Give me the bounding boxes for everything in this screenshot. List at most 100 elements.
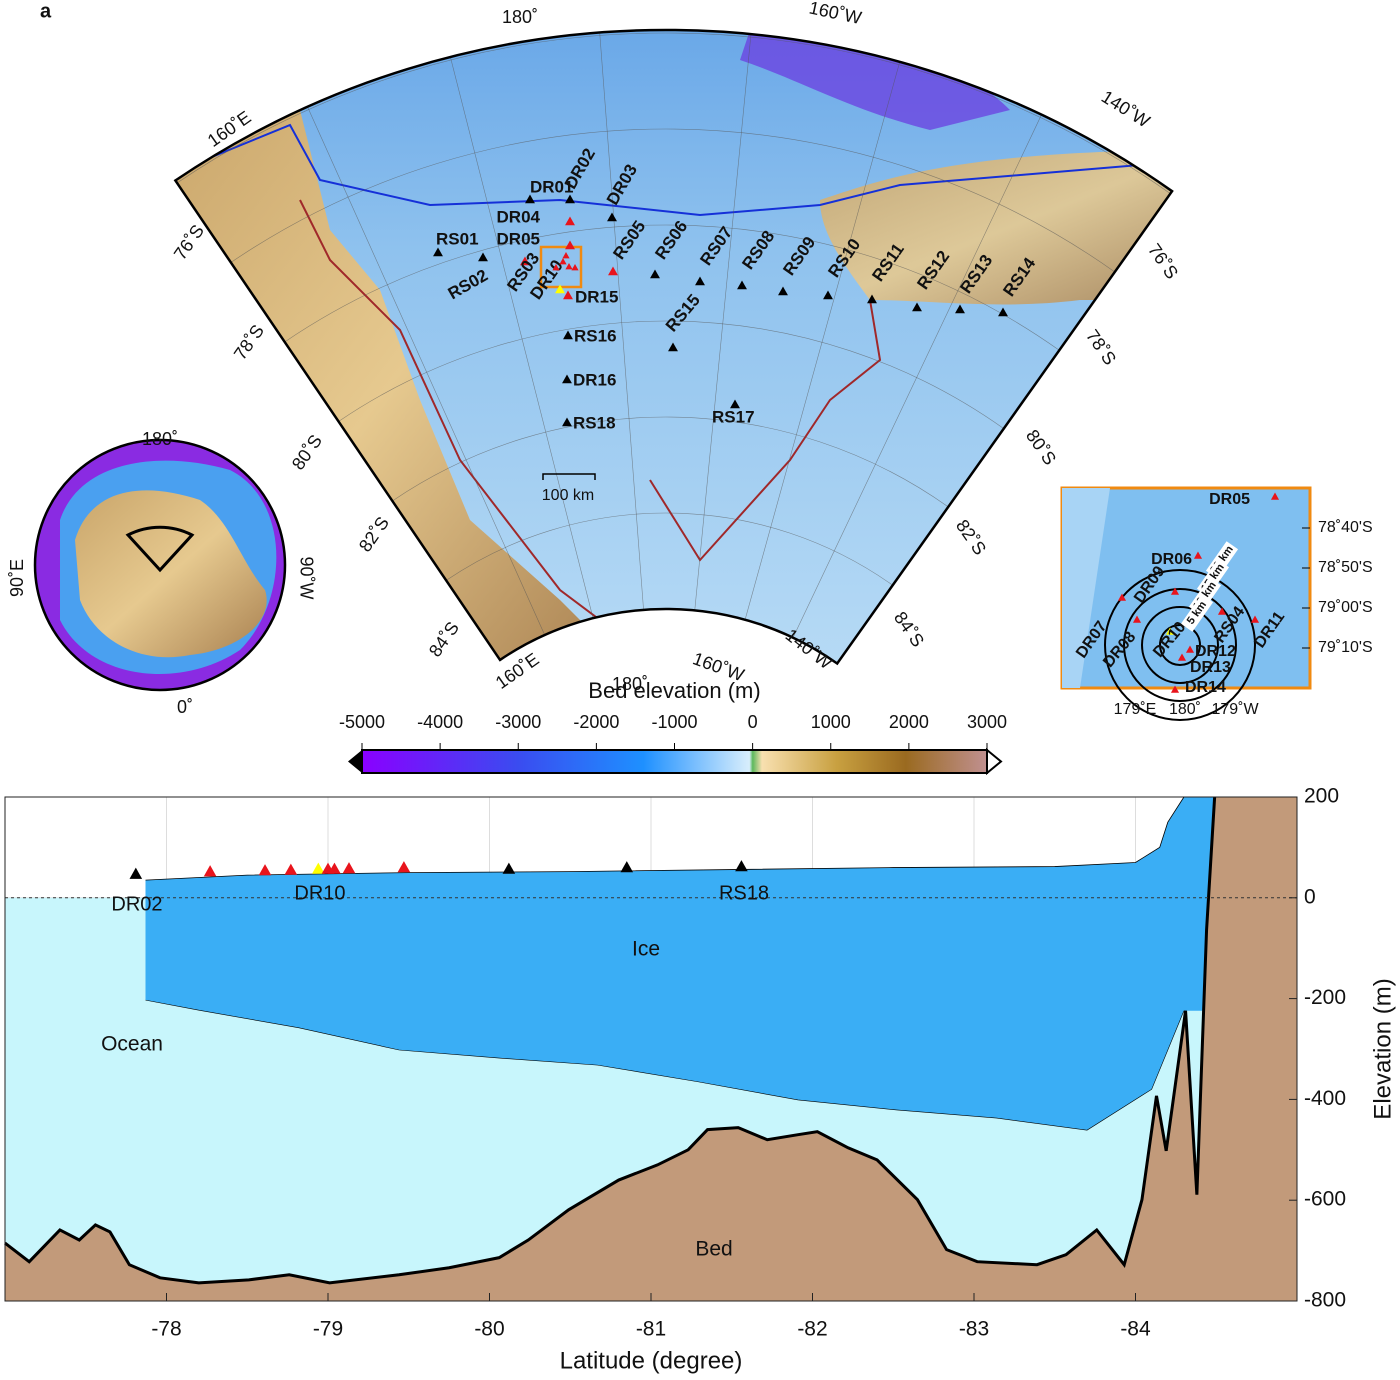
colorbar-tick-label: -3000 xyxy=(495,712,541,732)
colorbar-tick-label: -2000 xyxy=(573,712,619,732)
lat-label: 82˚S xyxy=(952,516,990,559)
zoom-marker xyxy=(1217,607,1227,615)
lon-label: 140˚W xyxy=(1098,86,1154,131)
profile-station xyxy=(129,867,143,879)
profile-station xyxy=(312,862,325,874)
colorbar-low xyxy=(348,750,362,773)
graticule xyxy=(284,224,1060,351)
lat-label: 76˚S xyxy=(170,221,208,264)
station-marker xyxy=(433,247,443,257)
zoom-station-label: DR06 xyxy=(1151,551,1192,568)
region-label: Ocean xyxy=(101,1033,163,1056)
zoom-lat-label: 79˚00'S xyxy=(1318,599,1373,616)
scale-bar xyxy=(542,473,596,480)
station-marker xyxy=(520,256,530,266)
range-ring xyxy=(1159,624,1201,666)
map-frame xyxy=(173,28,1174,666)
zoom-marker xyxy=(1117,593,1127,601)
zoom-marker xyxy=(1177,653,1187,661)
cluster-marker xyxy=(552,264,560,271)
graticule xyxy=(307,106,545,636)
zoom-station-label: DR05 xyxy=(1209,491,1250,508)
colorbar-tick-label: -5000 xyxy=(339,712,385,732)
station-label: DR15 xyxy=(575,287,618,306)
cluster-marker xyxy=(562,252,570,259)
colorbar-title: Bed elevation (m) xyxy=(588,678,760,703)
graticule xyxy=(392,416,949,508)
bed-line xyxy=(4,796,1217,1285)
x-tick-label: -78 xyxy=(151,1318,181,1341)
y-tick-label: -200 xyxy=(1304,986,1346,1009)
ice-surface-line xyxy=(145,796,1185,881)
x-tick-label: -79 xyxy=(313,1318,343,1341)
station-label: DR10 xyxy=(294,882,345,904)
lat-label: 80˚S xyxy=(288,431,326,474)
range-ring xyxy=(1104,569,1256,721)
globe-label: 180˚ xyxy=(142,429,178,449)
zoom-lat-label: 78˚50'S xyxy=(1318,559,1373,576)
globe-label: 90˚W xyxy=(296,556,316,599)
station-label: RS01 xyxy=(436,229,479,248)
station-marker xyxy=(607,212,617,222)
zoom-lon-label: 179˚E xyxy=(1114,701,1157,718)
lon-label: 160˚W xyxy=(807,0,863,28)
graticule xyxy=(230,128,1115,273)
graticule xyxy=(599,32,644,610)
colorbar-tick-label: -1000 xyxy=(651,712,697,732)
station-marker xyxy=(565,194,575,204)
station-marker xyxy=(565,240,575,250)
x-tick-label: -82 xyxy=(797,1318,827,1341)
globe-wedge xyxy=(125,525,195,573)
cluster-marker xyxy=(571,264,579,271)
range-ring xyxy=(1141,606,1219,684)
y-tick-label: 0 xyxy=(1304,885,1316,908)
profile-station xyxy=(203,865,217,877)
lon-label: 180˚ xyxy=(612,674,648,694)
station-marker xyxy=(737,280,747,290)
zoom-marker xyxy=(1165,627,1175,635)
bed-fill xyxy=(5,797,1297,1301)
station-marker xyxy=(563,290,573,300)
graticule xyxy=(446,512,893,586)
ice-fill xyxy=(145,797,1297,1131)
graticule xyxy=(450,56,594,619)
land-right xyxy=(820,150,1173,305)
x-axis-title: Latitude (degree) xyxy=(560,1347,743,1374)
station-marker xyxy=(650,269,660,279)
graticule xyxy=(338,320,1004,429)
zoom-station-label: DR12 xyxy=(1195,643,1236,660)
y-tick-label: -400 xyxy=(1304,1087,1346,1110)
station-marker xyxy=(562,374,572,384)
profile-station xyxy=(397,861,411,873)
profile-station xyxy=(502,862,516,874)
station-label: DR05 xyxy=(497,229,540,248)
profile-station xyxy=(328,862,341,874)
x-tick-label: -83 xyxy=(959,1318,989,1341)
zoom-shade xyxy=(1062,488,1110,688)
zoom-lat-label: 79˚10'S xyxy=(1318,639,1373,656)
lat-label: 78˚S xyxy=(1082,326,1120,369)
zoom-station-label: DR14 xyxy=(1185,679,1226,696)
station-marker xyxy=(998,307,1008,317)
colorbar-tick-label: 3000 xyxy=(967,712,1007,732)
x-tick-label: -84 xyxy=(1120,1318,1151,1341)
station-label: RS18 xyxy=(573,413,616,432)
colorbar-high xyxy=(986,747,1003,776)
y-tick-label: -800 xyxy=(1304,1289,1346,1312)
station-label: DR02 xyxy=(111,893,162,915)
graticule xyxy=(792,114,1042,638)
ice-base-line xyxy=(145,999,1185,1131)
cluster-marker xyxy=(565,263,573,270)
graticule xyxy=(744,61,901,620)
station-marker xyxy=(668,342,678,352)
zoom-marker xyxy=(1185,645,1195,653)
panel-label: a xyxy=(40,0,52,22)
y-tick-label: 200 xyxy=(1304,785,1339,808)
zoom-marker xyxy=(1193,551,1203,559)
profile-station xyxy=(342,862,356,874)
station-marker xyxy=(562,417,572,427)
profile-station xyxy=(735,860,748,872)
graticule xyxy=(694,34,752,611)
